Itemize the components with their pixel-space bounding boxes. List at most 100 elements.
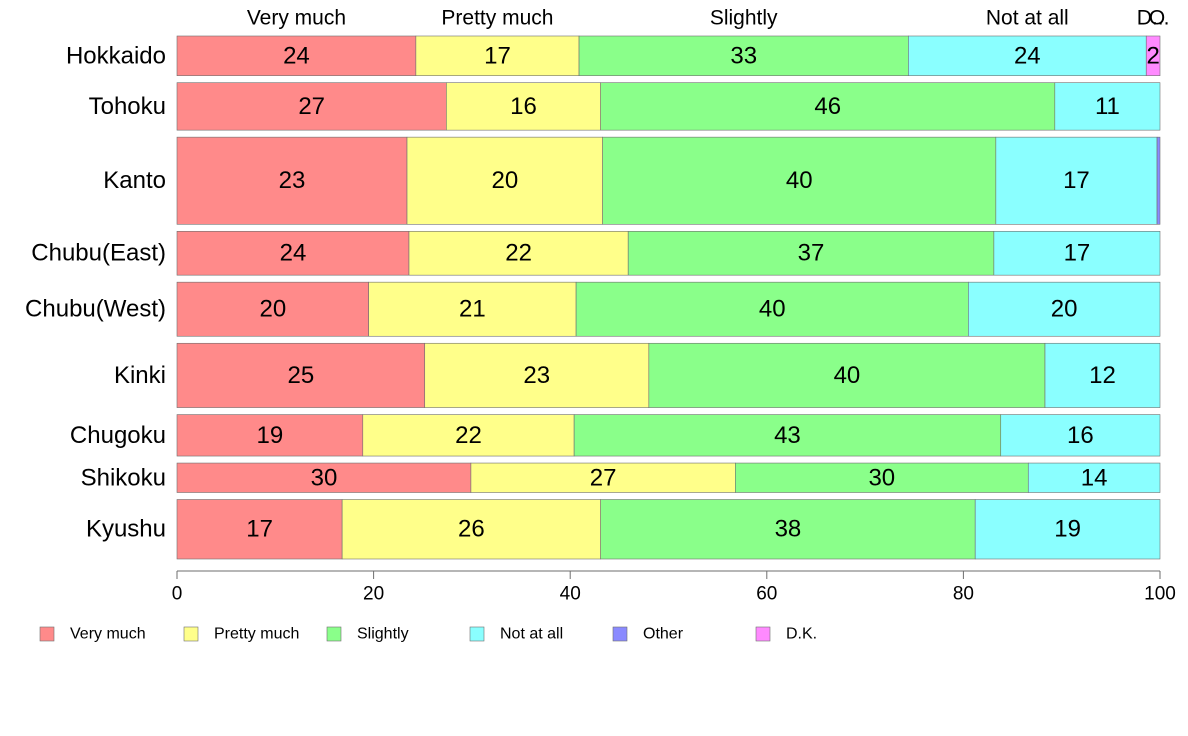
- y-label-kanto: Kanto: [103, 167, 166, 194]
- bar-segment-3-row-6: [648, 342, 1046, 408]
- data-label-4-row-4: 17: [1064, 240, 1091, 267]
- bar-segment-3-row-7: [573, 414, 1002, 457]
- data-label-3-row-6: 40: [834, 362, 861, 389]
- x-tick-label-5: 100: [1144, 584, 1176, 605]
- data-label-1-row-2: 27: [298, 93, 325, 120]
- bar-segment-4-row-8: [1027, 462, 1161, 493]
- legend-swatch-6: [755, 626, 771, 642]
- legend-swatch-2: [183, 626, 199, 642]
- bar-segment-2-row-8: [470, 462, 736, 493]
- legend-swatch-5: [612, 626, 628, 642]
- bars: [176, 35, 1161, 560]
- data-label-3-row-3: 40: [786, 167, 813, 194]
- bar-segment-3-row-9: [600, 499, 976, 560]
- bar-segment-4-row-3: [995, 136, 1158, 225]
- legend-label-3: Slightly: [357, 626, 409, 643]
- data-label-2-row-2: 16: [510, 93, 537, 120]
- bar-segment-1-row-5: [176, 281, 369, 337]
- y-label-kinki: Kinki: [114, 362, 166, 389]
- data-label-2-row-5: 21: [459, 296, 486, 323]
- bar-segment-1-row-4: [176, 230, 410, 276]
- legend-swatch-4: [469, 626, 485, 642]
- bar-segment-4-row-2: [1054, 82, 1161, 131]
- top-label-3: Slightly: [710, 7, 778, 30]
- x-tick-label-2: 40: [560, 584, 581, 605]
- data-label-1-row-6: 25: [288, 362, 315, 389]
- data-label-1-row-5: 20: [259, 296, 286, 323]
- bar-segment-2-row-7: [362, 414, 575, 457]
- bar-segment-3-row-8: [735, 462, 1029, 493]
- data-label-3-row-1: 33: [730, 42, 757, 69]
- top-label-2: Pretty much: [441, 7, 553, 30]
- bar-segment-4-row-5: [968, 281, 1161, 337]
- bar-segment-2-row-4: [408, 230, 629, 276]
- bar-segment-1-row-6: [176, 342, 426, 408]
- bar-segment-2-row-2: [446, 82, 601, 131]
- top-category-labels: Very much Pretty much Slightly Not at all OD…: [247, 7, 1170, 30]
- bar-segment-4-row-9: [974, 499, 1161, 560]
- x-tick-label-4: 80: [953, 584, 974, 605]
- bar-segment-4-row-6: [1044, 342, 1161, 408]
- data-label-1-row-1: 24: [283, 42, 310, 69]
- data-label-2-row-4: 22: [505, 240, 532, 267]
- legend-label-4: Not at all: [500, 626, 563, 643]
- data-label-4-row-1: 24: [1014, 42, 1041, 69]
- y-axis-labels: Hokkaido Tohoku Kanto Chubu(East) Chubu(West…: [25, 42, 166, 542]
- legend: Very much Pretty much Slightly Not at all Ot…: [39, 626, 817, 643]
- y-label-shikoku: Shikoku: [81, 464, 166, 491]
- bar-data-labels: 24 17 33 24 2 27 16 46 11 23 20 40 17 24 22 37 17 20 21 40 2…: [246, 42, 1160, 542]
- bar-segment-5-row-3: [1156, 136, 1161, 225]
- data-label-1-row-9: 17: [246, 516, 273, 543]
- data-label-4-row-7: 16: [1067, 422, 1094, 449]
- data-label-3-row-9: 38: [775, 516, 802, 543]
- bar-segment-4-row-7: [1000, 414, 1161, 457]
- bar-segment-1-row-3: [176, 136, 408, 225]
- data-label-4-row-9: 19: [1054, 516, 1081, 543]
- bar-segment-3-row-4: [627, 230, 995, 276]
- top-label-6: D...: [1137, 7, 1170, 30]
- bar-segment-1-row-2: [176, 82, 447, 131]
- bar-segment-1-row-7: [176, 414, 364, 457]
- data-label-1-row-4: 24: [280, 240, 307, 267]
- legend-label-6: D.K.: [786, 626, 817, 643]
- top-label-1: Very much: [247, 7, 346, 30]
- bar-segment-6-row-1: [1145, 35, 1161, 76]
- data-label-2-row-7: 22: [455, 422, 482, 449]
- bar-segment-3-row-5: [575, 281, 969, 337]
- data-label-1-row-8: 30: [311, 464, 338, 491]
- legend-swatch-1: [39, 626, 55, 642]
- bar-segment-3-row-2: [600, 82, 1056, 131]
- data-label-3-row-5: 40: [759, 296, 786, 323]
- top-label-5: O: [1149, 7, 1165, 30]
- legend-swatch-3: [326, 626, 342, 642]
- top-label-4: Not at all: [986, 7, 1069, 30]
- data-label-4-row-6: 12: [1089, 362, 1116, 389]
- bar-segment-2-row-3: [406, 136, 603, 225]
- y-label-chubu-east-: Chubu(East): [31, 240, 166, 267]
- data-label-2-row-8: 27: [590, 464, 617, 491]
- data-label-4-row-3: 17: [1063, 167, 1090, 194]
- bar-segment-2-row-9: [341, 499, 601, 560]
- data-label-6-row-1: 2: [1146, 42, 1159, 69]
- bar-segment-4-row-4: [993, 230, 1161, 276]
- bar-segment-3-row-3: [602, 136, 997, 225]
- y-label-hokkaido: Hokkaido: [66, 42, 166, 69]
- data-label-2-row-3: 20: [491, 167, 518, 194]
- legend-label-2: Pretty much: [214, 626, 299, 643]
- data-label-4-row-8: 14: [1081, 464, 1108, 491]
- y-label-chugoku: Chugoku: [70, 422, 166, 449]
- y-label-chubu-west-: Chubu(West): [25, 296, 166, 323]
- data-label-3-row-7: 43: [774, 422, 801, 449]
- y-label-kyushu: Kyushu: [86, 516, 166, 543]
- data-label-3-row-4: 37: [798, 240, 825, 267]
- x-axis: 0 20 40 60 80 100: [172, 570, 1176, 605]
- data-label-2-row-1: 17: [484, 42, 511, 69]
- data-label-1-row-7: 19: [257, 422, 284, 449]
- data-label-1-row-3: 23: [279, 167, 306, 194]
- bar-segment-1-row-8: [176, 462, 472, 493]
- data-label-4-row-5: 20: [1051, 296, 1078, 323]
- data-label-3-row-2: 46: [814, 93, 841, 120]
- data-label-3-row-8: 30: [868, 464, 895, 491]
- x-tick-label-3: 60: [756, 584, 777, 605]
